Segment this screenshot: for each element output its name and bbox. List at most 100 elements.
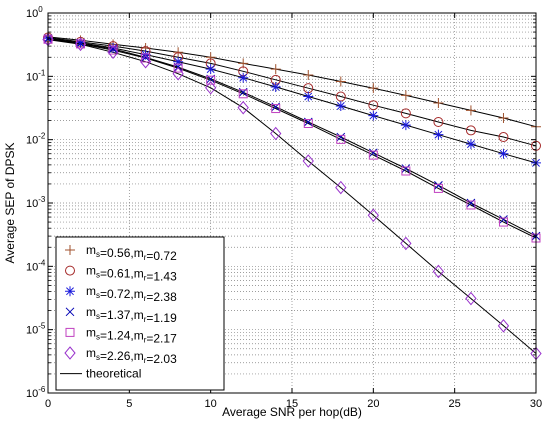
x-tick-label: 15 xyxy=(286,398,298,410)
data-point-square xyxy=(433,183,443,193)
y-tick-label: 10-4 xyxy=(26,258,46,273)
data-point-x xyxy=(141,52,150,62)
data-point-x xyxy=(466,198,476,208)
legend-label: ms=1.24,mr=2.17 xyxy=(86,325,177,345)
data-point-plus xyxy=(498,112,509,123)
x-tick-label: 5 xyxy=(126,398,132,410)
legend-marker-plus xyxy=(65,245,75,255)
data-point-circle xyxy=(433,117,444,128)
y-axis-label: Average SEP of DPSK xyxy=(3,143,17,264)
y-tick-label: 10-3 xyxy=(26,195,46,210)
data-point-asterisk xyxy=(75,37,86,48)
data-point-plus xyxy=(205,52,216,63)
data-point-square xyxy=(206,75,216,85)
legend-marker-asterisk xyxy=(65,286,75,297)
data-point-asterisk xyxy=(140,49,151,60)
data-point-asterisk xyxy=(368,110,379,121)
data-point-circle xyxy=(400,108,411,119)
data-point-asterisk xyxy=(205,64,216,75)
data-point-square xyxy=(401,166,411,176)
legend-marker-x xyxy=(65,307,75,317)
data-point-square xyxy=(368,150,378,160)
data-point-plus xyxy=(173,47,184,58)
legend-marker-diamond xyxy=(64,346,76,360)
data-point-square xyxy=(271,104,281,114)
data-point-diamond xyxy=(237,100,249,115)
data-point-circle xyxy=(368,100,379,111)
data-point-diamond xyxy=(172,66,184,81)
data-point-asterisk xyxy=(173,56,184,67)
data-point-asterisk xyxy=(433,129,444,140)
data-point-asterisk xyxy=(108,43,119,54)
data-point-asterisk xyxy=(238,72,249,83)
legend-label: ms=0.72,mr=2.38 xyxy=(86,284,177,304)
legend-label: ms=0.56,mr=0.72 xyxy=(86,243,177,263)
data-point-x xyxy=(368,148,378,158)
data-point-diamond xyxy=(432,264,445,279)
data-point-asterisk xyxy=(303,91,314,102)
x-tick-label: 10 xyxy=(205,398,217,410)
data-point-square xyxy=(303,118,313,128)
legend-label: ms=0.61,mr=1.43 xyxy=(86,264,177,284)
theoretical-line xyxy=(47,38,537,239)
data-point-asterisk xyxy=(465,139,476,150)
data-point-diamond xyxy=(400,236,412,251)
legend-label: ms=2.26,mr=2.03 xyxy=(86,346,177,366)
data-point-diamond xyxy=(270,126,282,141)
data-point-plus xyxy=(270,64,281,75)
x-tick-label: 20 xyxy=(367,398,379,410)
data-point-circle xyxy=(465,125,476,136)
data-point-plus xyxy=(335,76,346,87)
data-point-diamond xyxy=(107,45,119,60)
data-point-asterisk xyxy=(335,101,346,112)
data-point-diamond xyxy=(302,154,314,168)
theoretical-line xyxy=(47,37,537,164)
data-point-diamond xyxy=(74,37,87,52)
data-point-plus xyxy=(303,69,314,80)
theoretical-line xyxy=(47,39,537,354)
y-tick-label: 10-1 xyxy=(26,68,46,83)
data-point-square xyxy=(336,134,346,144)
y-tick-labels: 10-6 10-5 10-4 10-3 10-2 10-1 100 xyxy=(26,5,46,400)
y-tick-label: 10-6 xyxy=(26,385,46,400)
x-tick-label: 25 xyxy=(449,398,461,410)
data-point-diamond xyxy=(335,180,347,195)
data-point-square xyxy=(498,217,508,227)
data-point-plus xyxy=(400,90,411,101)
data-point-plus xyxy=(433,97,444,108)
y-tick-label: 10-5 xyxy=(26,322,46,337)
x-tick-labels: 0 5 10 15 20 25 30 xyxy=(45,398,542,410)
data-point-asterisk xyxy=(270,81,281,92)
data-point-square xyxy=(141,53,151,63)
data-point-diamond xyxy=(497,319,510,333)
legend-box xyxy=(55,236,225,391)
data-point-diamond xyxy=(367,208,379,223)
legend-label: ms=1.37,mr=1.19 xyxy=(86,305,177,325)
data-point-x xyxy=(434,180,443,190)
data-point-x xyxy=(401,164,411,173)
data-point-plus xyxy=(465,105,476,116)
data-point-diamond xyxy=(465,291,477,306)
x-axis-label: Average SNR per hop(dB) xyxy=(222,405,362,419)
data-point-asterisk xyxy=(498,148,509,159)
data-markers xyxy=(42,31,542,361)
legend: ms=0.56,mr=0.72ms=0.61,mr=1.43ms=0.72,mr… xyxy=(55,236,225,391)
theoretical-line xyxy=(47,36,537,128)
theoretical-line xyxy=(47,37,537,147)
data-point-circle xyxy=(498,132,509,143)
data-point-square xyxy=(173,63,183,73)
data-point-asterisk xyxy=(400,120,411,131)
data-point-square xyxy=(466,200,476,210)
legend-marker-circle xyxy=(65,265,75,276)
data-point-diamond xyxy=(139,54,152,69)
data-point-square xyxy=(238,89,248,99)
y-tick-label: 100 xyxy=(26,5,43,20)
x-tick-label: 0 xyxy=(45,398,51,410)
y-tick-label: 10-2 xyxy=(26,132,46,147)
legend-marker-square xyxy=(65,327,75,337)
theoretical-line xyxy=(47,38,537,237)
theoretical-curves xyxy=(47,36,537,354)
data-point-x xyxy=(499,215,508,224)
data-point-diamond xyxy=(205,80,217,95)
